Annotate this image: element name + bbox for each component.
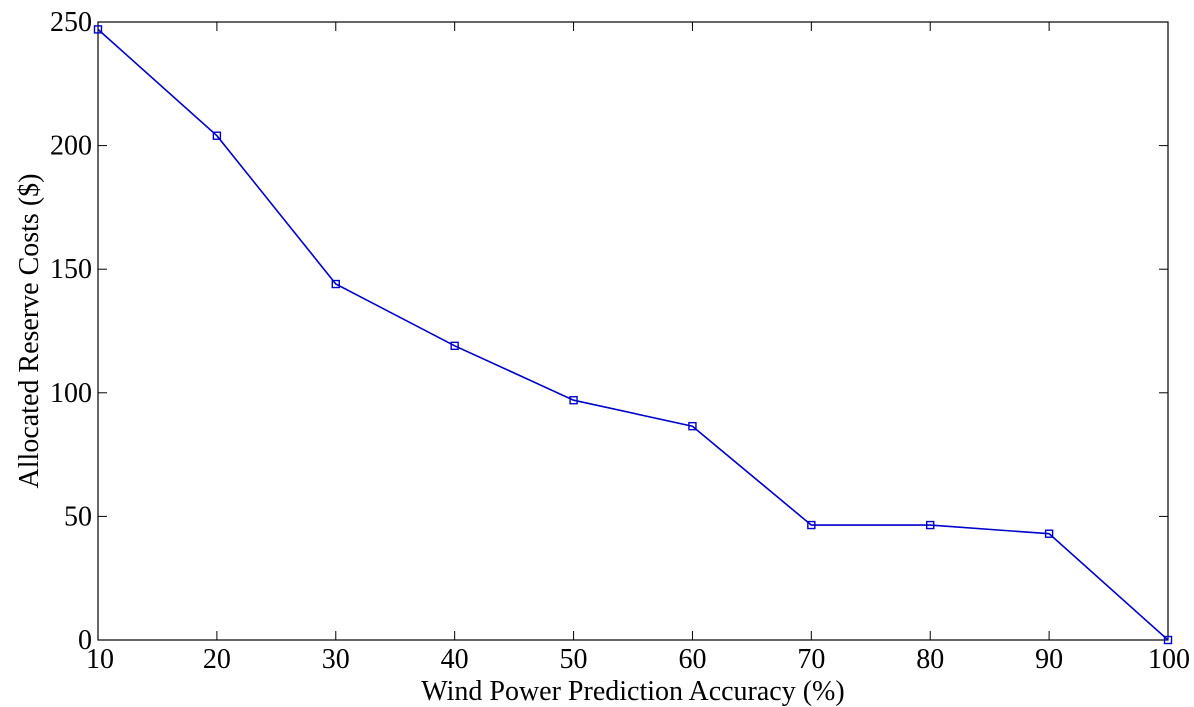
y-tick-label: 100 <box>50 378 92 409</box>
x-tick-label: 30 <box>322 644 350 675</box>
y-axis: 0 50 100 150 200 250 <box>50 7 1168 656</box>
data-point-marker <box>688 421 697 431</box>
x-tick-label: 80 <box>916 644 944 675</box>
x-tick-label: 10 <box>86 644 114 675</box>
data-point-marker <box>450 341 459 351</box>
x-tick-label: 90 <box>1035 644 1063 675</box>
data-point-marker <box>807 520 816 530</box>
x-axis: 10 20 30 40 50 60 70 80 90 100 <box>86 22 1190 675</box>
series-line <box>97 28 1169 641</box>
data-point-marker <box>93 25 103 34</box>
x-tick-label: 60 <box>678 644 706 675</box>
y-axis-title: Allocated Reserve Costs ($) <box>14 174 45 489</box>
x-tick-label: 70 <box>797 644 825 675</box>
x-tick-label: 20 <box>203 644 231 675</box>
data-point-marker <box>926 520 935 530</box>
y-tick-label: 0 <box>78 625 92 656</box>
y-tick-label: 50 <box>64 501 92 532</box>
y-tick-label: 250 <box>50 7 92 38</box>
series-layer <box>93 25 1173 645</box>
y-tick-label: 200 <box>50 131 92 162</box>
plot-area <box>97 21 1169 641</box>
y-tick-label: 150 <box>50 254 92 285</box>
data-point-marker <box>1044 529 1054 538</box>
x-tick-label: 100 <box>1148 644 1190 675</box>
data-point-marker <box>331 279 340 289</box>
x-tick-label: 40 <box>441 644 469 675</box>
x-axis-title: Wind Power Prediction Accuracy (%) <box>421 676 844 707</box>
data-point-marker <box>212 131 222 140</box>
data-point-marker <box>1163 635 1173 645</box>
x-tick-label: 50 <box>560 644 588 675</box>
data-point-marker <box>569 396 578 405</box>
